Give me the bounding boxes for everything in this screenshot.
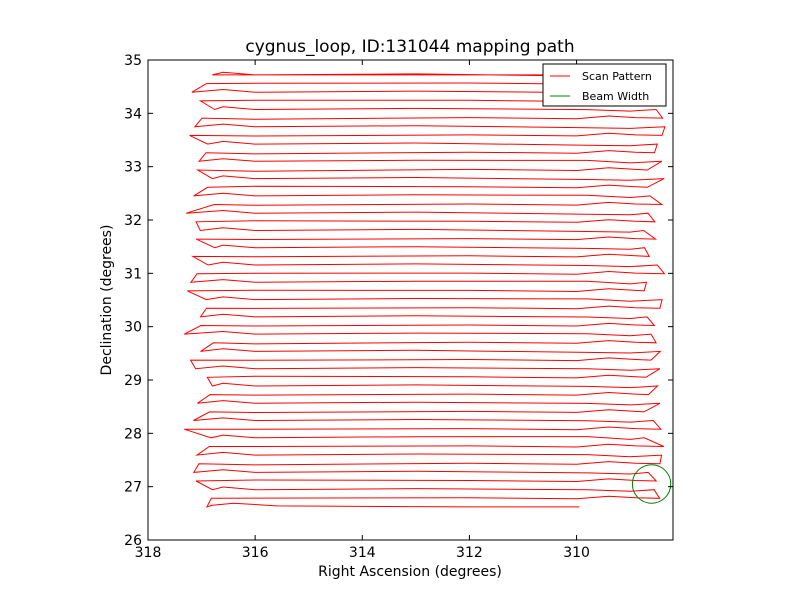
y-tick-label: 26 — [124, 533, 142, 549]
scan-pattern-line — [184, 71, 666, 508]
plot-frame — [147, 59, 674, 541]
y-tick-label: 33 — [124, 160, 142, 176]
x-tick-label: 318 — [135, 545, 162, 561]
y-axis: 26 27 28 29 30 31 32 33 34 35 — [124, 53, 673, 549]
legend-label-scan-pattern: Scan Pattern — [582, 70, 652, 83]
beam-width-circle — [631, 464, 672, 504]
x-axis: 318 316 314 312 310 — [135, 60, 590, 561]
plot-area — [184, 71, 672, 508]
y-tick-label: 28 — [124, 426, 142, 442]
x-tick-label: 310 — [563, 545, 590, 561]
x-tick-label: 314 — [349, 545, 376, 561]
y-tick-label: 32 — [124, 213, 142, 229]
chart-title: cygnus_loop, ID:131044 mapping path — [245, 37, 574, 57]
x-tick-label: 316 — [242, 545, 269, 561]
y-tick-label: 30 — [124, 320, 142, 336]
x-tick-label: 312 — [456, 545, 483, 561]
y-tick-label: 34 — [124, 106, 142, 122]
legend-box — [542, 63, 667, 107]
legend: Scan Pattern Beam Width — [542, 63, 667, 107]
x-axis-label: Right Ascension (degrees) — [318, 564, 502, 580]
y-tick-label: 27 — [124, 480, 142, 496]
y-tick-label: 29 — [124, 373, 142, 389]
y-tick-label: 31 — [124, 266, 142, 282]
y-axis-label: Declination (degrees) — [99, 225, 115, 376]
legend-label-beam-width: Beam Width — [582, 90, 649, 103]
y-tick-label: 35 — [124, 53, 142, 69]
